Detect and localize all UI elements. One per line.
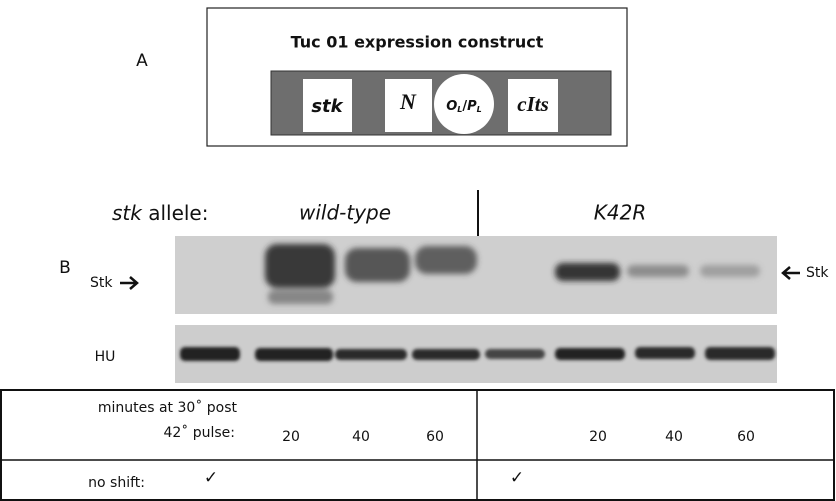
arrow [783, 267, 800, 279]
gene-label: stk [311, 96, 343, 117]
panel-label: B [59, 258, 71, 278]
band [345, 248, 410, 282]
blot-label: Stk [806, 265, 829, 281]
band [627, 265, 689, 277]
band [415, 246, 477, 274]
band [485, 349, 545, 359]
no-shift-label: no shift: [88, 475, 145, 491]
promoter-part: P [467, 99, 477, 114]
blot-label: HU [95, 349, 116, 365]
figure: A Tuc 01 expression construct stk N cIts… [0, 0, 836, 501]
allele-name: K42R [594, 201, 646, 225]
time-row: 20 40 60 20 40 60 [282, 429, 755, 445]
time-value: 40 [352, 429, 370, 445]
time-label: minutes at 30˚ post [98, 399, 238, 416]
time-value: 60 [426, 429, 444, 445]
blot-label: Stk [90, 275, 113, 291]
arrow [120, 277, 137, 289]
allele-label: stk allele: [112, 201, 208, 225]
band [555, 263, 620, 281]
promoter-sub: L [477, 105, 482, 114]
band [705, 347, 775, 360]
promoter-part: O [446, 99, 457, 114]
time-value: 20 [282, 429, 300, 445]
panel-label: A [136, 51, 148, 71]
time-value: 60 [737, 429, 755, 445]
band [265, 244, 335, 288]
band [268, 290, 333, 304]
band [255, 348, 333, 361]
construct-title: Tuc 01 expression construct [291, 33, 544, 52]
gene-label: cIts [517, 92, 549, 116]
band [412, 349, 480, 360]
time-label: 42˚ pulse: [163, 424, 235, 441]
gene-label: N [399, 89, 417, 114]
band [635, 347, 695, 359]
check-mark: ✓ [204, 468, 218, 488]
time-value: 20 [589, 429, 607, 445]
band [700, 265, 760, 277]
promoter-label: OL/PL [446, 99, 482, 114]
band [335, 349, 407, 360]
band [180, 347, 240, 361]
band [555, 348, 625, 360]
allele-suffix: allele: [148, 201, 208, 225]
allele-name: wild-type [299, 201, 391, 225]
allele-gene: stk [112, 201, 143, 225]
check-mark: ✓ [510, 468, 524, 488]
time-value: 40 [665, 429, 683, 445]
